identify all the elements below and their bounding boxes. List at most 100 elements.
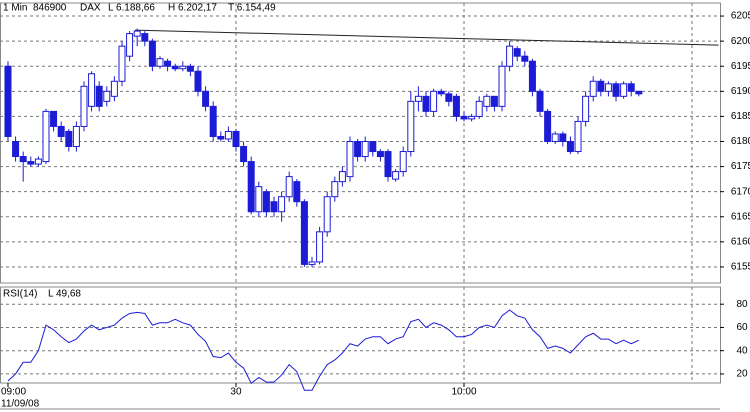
- candle-body: [224, 130, 232, 140]
- candle-body: [209, 105, 217, 137]
- header-text: DAX: [80, 3, 101, 14]
- candle-body: [475, 100, 483, 117]
- candle-body: [331, 181, 339, 198]
- candle-body: [34, 158, 42, 165]
- y-tick-label: 6200: [731, 36, 750, 47]
- candle-body: [95, 85, 103, 107]
- candle-body: [361, 140, 369, 158]
- candle-body: [179, 65, 187, 70]
- candle-body: [620, 83, 628, 97]
- candle-body: [544, 110, 552, 142]
- candle-body: [612, 83, 620, 97]
- candle-body: [490, 95, 498, 107]
- y-tick-label: 40: [736, 345, 748, 356]
- candle-body: [566, 140, 574, 153]
- panel-frame: [0, 2, 721, 284]
- candle-body: [164, 60, 172, 67]
- candle-body: [483, 95, 491, 107]
- candle-body: [589, 80, 597, 97]
- candle-body: [452, 95, 460, 117]
- candle-body: [126, 33, 134, 57]
- y-tick-label: 6190: [731, 86, 750, 97]
- y-tick-label: 6160: [731, 236, 750, 247]
- y-tick-label: 6195: [731, 61, 750, 72]
- candle-body: [635, 90, 643, 95]
- candle-body: [513, 48, 521, 57]
- candle-body: [384, 151, 392, 178]
- candle-body: [232, 130, 240, 148]
- header-text: 846900: [33, 3, 67, 14]
- candle-body: [300, 201, 308, 265]
- candle-body: [422, 95, 430, 112]
- candle-body: [270, 201, 278, 213]
- header-text: L 6.188,66: [108, 3, 155, 14]
- candle-body: [460, 115, 468, 120]
- header-text: T 6.154,49: [228, 3, 276, 14]
- candle-body: [354, 140, 362, 158]
- candle-body: [604, 83, 612, 92]
- candle-body: [247, 161, 255, 213]
- candle-body: [262, 191, 270, 213]
- y-tick-label: 6180: [731, 136, 750, 147]
- candle-body: [414, 95, 422, 102]
- candle-body: [582, 95, 590, 122]
- candle-body: [407, 100, 415, 153]
- header-text: 1 Min: [3, 3, 27, 14]
- candle-body: [217, 135, 225, 140]
- y-tick-label: 6170: [731, 186, 750, 197]
- y-tick-label: 6205: [731, 11, 750, 22]
- candle-body: [293, 181, 301, 203]
- candle-body: [194, 70, 202, 92]
- panel-frame: [0, 286, 721, 384]
- candle-body: [278, 196, 286, 213]
- candle-body: [551, 133, 559, 142]
- trend-line: [134, 29, 719, 46]
- rsi-label: RSI(14): [3, 289, 37, 300]
- candle-body: [57, 125, 65, 137]
- candle-body: [285, 176, 293, 198]
- rsi-line: [7, 309, 640, 391]
- candle-body: [110, 80, 118, 97]
- candle-body: [316, 231, 324, 263]
- candle-body: [240, 146, 248, 163]
- candle-body: [559, 133, 567, 142]
- candle-body: [141, 33, 149, 42]
- candle-body: [80, 85, 88, 127]
- y-tick-label: 6185: [731, 111, 750, 122]
- candle-body: [186, 65, 194, 72]
- candle-body: [27, 161, 35, 165]
- candle-body: [103, 90, 111, 102]
- candle-body: [148, 40, 156, 67]
- y-tick-label: 20: [736, 369, 748, 380]
- candle-body: [88, 73, 96, 107]
- candle-body: [156, 58, 164, 67]
- y-tick-label: 6155: [731, 262, 750, 273]
- candle-body: [19, 156, 27, 163]
- candle-body: [308, 261, 316, 265]
- candle-body: [445, 93, 453, 102]
- candle-body: [50, 110, 58, 127]
- candle-body: [346, 140, 354, 178]
- x-tick-label: 10:00: [451, 387, 476, 398]
- candle-body: [521, 55, 529, 62]
- y-tick-label: 60: [736, 322, 748, 333]
- candle-body: [133, 30, 141, 37]
- candle-body: [437, 90, 445, 95]
- candle-body: [399, 151, 407, 173]
- x-tick-label: 30: [230, 387, 242, 398]
- y-tick-label: 80: [736, 299, 748, 310]
- candle-body: [574, 120, 582, 153]
- candle-body: [376, 151, 384, 158]
- candle-body: [4, 65, 12, 137]
- candle-body: [118, 45, 126, 82]
- candle-body: [72, 125, 80, 148]
- candle-body: [528, 60, 536, 92]
- x-tick-label: 09:00: [1, 387, 26, 398]
- y-tick-label: 6165: [731, 211, 750, 222]
- candle-body: [42, 110, 50, 163]
- y-tick-label: 6175: [731, 161, 750, 172]
- candle-body: [202, 90, 210, 107]
- rsi-last: L 49,68: [48, 289, 81, 300]
- candle-body: [392, 171, 400, 180]
